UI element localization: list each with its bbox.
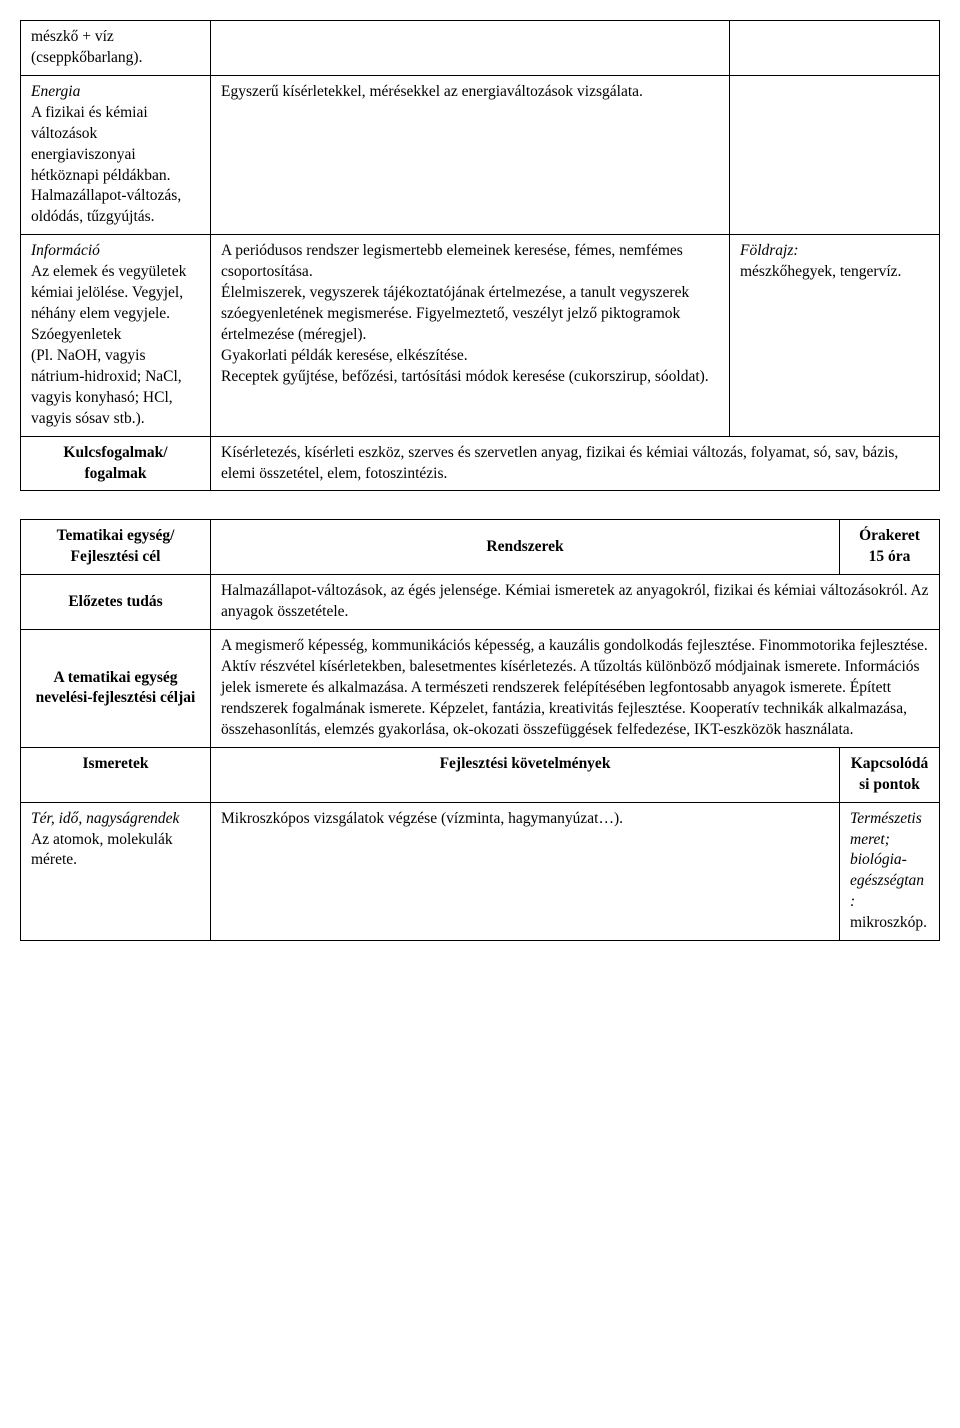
cell-body: A fizikai és kémiai változások energiavi… [31, 104, 181, 226]
cell-t2r2c1: Előzetes tudás [21, 575, 211, 630]
text: Kísérletezés, kísérleti eszköz, szerves … [221, 444, 898, 482]
cell-t2r3c1: A tematikai egység nevelési-fejlesztési … [21, 630, 211, 748]
text: mészkő + víz (cseppkőbarlang). [31, 28, 142, 66]
text: Kulcsfogalmak/fogalmak [63, 444, 167, 482]
cell-t2r1c3: Órakeret15 óra [840, 520, 940, 575]
table-row: Tér, idő, nagyságrendek Az atomok, molek… [21, 802, 940, 941]
cell-t2r1c1: Tematikai egység/Fejlesztési cél [21, 520, 211, 575]
text: Órakeret15 óra [859, 527, 920, 565]
cell-title: Tér, idő, nagyságrendek [31, 810, 179, 827]
cell-body: mészkőhegyek, tengervíz. [740, 263, 901, 280]
cell-t1r1c3 [730, 21, 940, 76]
table-row: Energia A fizikai és kémiai változások e… [21, 75, 940, 234]
text: Rendszerek [486, 538, 563, 555]
cell-body: mikroszkóp. [850, 914, 927, 931]
cell-t2r5c2: Mikroszkópos vizsgálatok végzése (vízmin… [211, 802, 840, 941]
cell-t1r4c1: Kulcsfogalmak/fogalmak [21, 436, 211, 491]
text: Előzetes tudás [68, 593, 162, 610]
cell-t2r4c1: Ismeretek [21, 747, 211, 802]
table-row: Információ Az elemek és vegyületek kémia… [21, 235, 940, 436]
text: Fejlesztési követelmények [440, 755, 611, 772]
cell-t1r1c2 [211, 21, 730, 76]
cell-title: Energia [31, 83, 80, 100]
text: Egyszerű kísérletekkel, mérésekkel az en… [221, 83, 643, 100]
text: Halmazállapot-változások, az égés jelens… [221, 582, 929, 620]
table-bottom: Tematikai egység/Fejlesztési cél Rendsze… [20, 519, 940, 941]
table-row: Előzetes tudás Halmazállapot-változások,… [21, 575, 940, 630]
cell-body: Az elemek és vegyületek kémiai jelölése.… [31, 263, 186, 426]
text: Mikroszkópos vizsgálatok végzése (vízmin… [221, 810, 623, 827]
table-top: mészkő + víz (cseppkőbarlang). Energia A… [20, 20, 940, 491]
text: Tematikai egység/Fejlesztési cél [57, 527, 175, 565]
cell-t2r5c1: Tér, idő, nagyságrendek Az atomok, molek… [21, 802, 211, 941]
cell-title: Információ [31, 242, 100, 259]
cell-t1r2c2: Egyszerű kísérletekkel, mérésekkel az en… [211, 75, 730, 234]
cell-title: Földrajz: [740, 242, 799, 259]
cell-t1r1c1: mészkő + víz (cseppkőbarlang). [21, 21, 211, 76]
cell-t1r3c3: Földrajz: mészkőhegyek, tengervíz. [730, 235, 940, 436]
cell-t2r4c2: Fejlesztési követelmények [211, 747, 840, 802]
spacer [20, 491, 940, 519]
table-row: Kulcsfogalmak/fogalmak Kísérletezés, kís… [21, 436, 940, 491]
cell-t1r3c1: Információ Az elemek és vegyületek kémia… [21, 235, 211, 436]
cell-body: Az atomok, molekulák mérete. [31, 831, 173, 869]
text: A tematikai egység nevelési-fejlesztési … [36, 669, 196, 707]
table-row: Tematikai egység/Fejlesztési cél Rendsze… [21, 520, 940, 575]
text: A megismerő képesség, kommunikációs képe… [221, 637, 928, 738]
table-row: A tematikai egység nevelési-fejlesztési … [21, 630, 940, 748]
cell-t1r3c2: A periódusos rendszer legismertebb eleme… [211, 235, 730, 436]
cell-t1r4c2: Kísérletezés, kísérleti eszköz, szerves … [211, 436, 940, 491]
document-page: mészkő + víz (cseppkőbarlang). Energia A… [20, 20, 940, 941]
cell-t2r3c2: A megismerő képesség, kommunikációs képe… [211, 630, 940, 748]
text: Kapcsolódási pontok [851, 755, 929, 793]
cell-t2r1c2: Rendszerek [211, 520, 840, 575]
cell-t2r2c2: Halmazállapot-változások, az égés jelens… [211, 575, 940, 630]
cell-t2r5c3: Természetismeret; biológia-egészségtan: … [840, 802, 940, 941]
cell-t2r4c3: Kapcsolódási pontok [840, 747, 940, 802]
text: Ismeretek [83, 755, 149, 772]
table-row: mészkő + víz (cseppkőbarlang). [21, 21, 940, 76]
table-row: Ismeretek Fejlesztési követelmények Kapc… [21, 747, 940, 802]
cell-title: Természetismeret; biológia-egészségtan: [850, 810, 924, 911]
cell-t1r2c3 [730, 75, 940, 234]
cell-t1r2c1: Energia A fizikai és kémiai változások e… [21, 75, 211, 234]
text: A periódusos rendszer legismertebb eleme… [221, 242, 709, 385]
